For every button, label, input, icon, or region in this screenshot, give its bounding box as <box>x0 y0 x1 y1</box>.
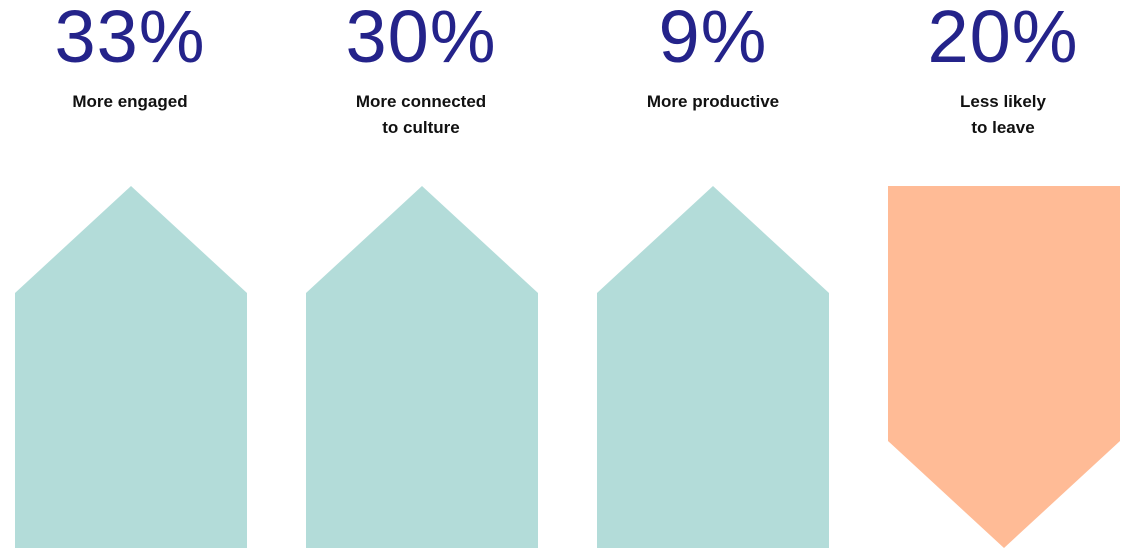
stat-value: 9% <box>658 0 768 78</box>
stat-label: More connected to culture <box>355 92 487 137</box>
up-arrow-shape <box>15 186 247 548</box>
down-arrow-shape <box>888 186 1120 548</box>
stat-label: More engaged <box>72 92 188 111</box>
stat-value: 30% <box>345 0 497 78</box>
stat-label: Less likely to leave <box>959 92 1046 137</box>
up-arrow-shape <box>597 186 829 548</box>
up-arrow-fill <box>597 186 829 548</box>
up-arrow-fill <box>306 186 538 548</box>
stat-more-engaged: 33% More engaged <box>10 0 250 115</box>
stat-value: 20% <box>927 0 1079 78</box>
up-arrow-fill <box>15 186 247 548</box>
stat-label: More productive <box>646 92 780 111</box>
up-arrow-shape <box>306 186 538 548</box>
stat-more-productive: 9% More productive <box>593 0 833 115</box>
stat-value: 33% <box>54 0 206 78</box>
down-arrow-fill <box>888 186 1120 548</box>
stat-less-likely-to-leave: 20% Less likely to leave <box>883 0 1123 141</box>
stat-more-connected-to-culture: 30% More connected to culture <box>301 0 541 141</box>
